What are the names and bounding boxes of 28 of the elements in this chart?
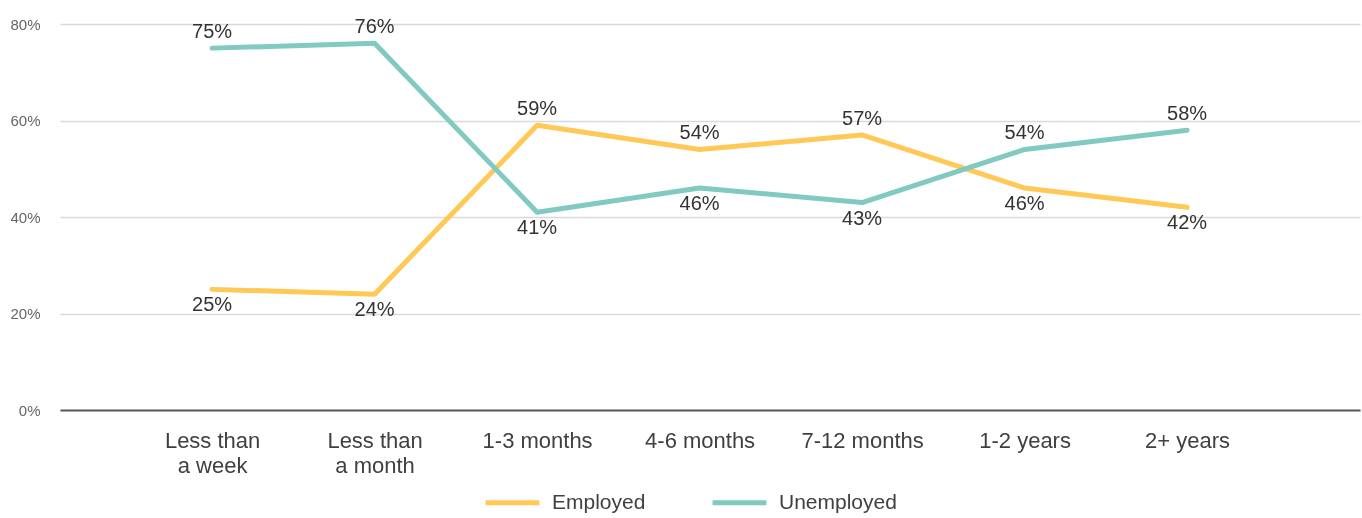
data-label: 24% (354, 298, 395, 321)
y-tick-label: 40% (10, 208, 41, 226)
x-tick-label: 1-3 months (482, 427, 593, 453)
x-tick-label: 1-2 years (979, 427, 1071, 453)
x-tick-label: 4-6 months (645, 427, 756, 453)
data-label: 43% (842, 206, 883, 229)
data-label: 57% (842, 106, 883, 129)
data-label: 59% (517, 97, 558, 120)
data-label: 75% (192, 20, 233, 43)
data-label: 46% (1004, 192, 1045, 215)
data-label: 58% (1167, 102, 1208, 125)
data-label: 54% (1004, 121, 1045, 144)
data-label: 42% (1167, 211, 1208, 234)
y-tick-label: 80% (10, 15, 41, 33)
y-tick-label: 60% (10, 112, 41, 129)
x-tick-label: Less than a week (164, 427, 261, 478)
data-label: 41% (517, 216, 558, 239)
data-label: 46% (679, 192, 720, 215)
x-tick-label: Less than a month (327, 427, 423, 478)
data-label: 76% (354, 15, 395, 38)
x-tick-label: 7-12 months (801, 427, 924, 453)
data-label: 25% (192, 293, 233, 316)
x-tick-label: 2+ years (1145, 427, 1231, 453)
y-tick-label: 0% (18, 401, 41, 419)
legend-label: Unemployed (779, 489, 897, 513)
y-tick-label: 20% (10, 305, 41, 322)
data-label: 54% (679, 121, 720, 144)
legend-label: Employed (552, 489, 646, 513)
